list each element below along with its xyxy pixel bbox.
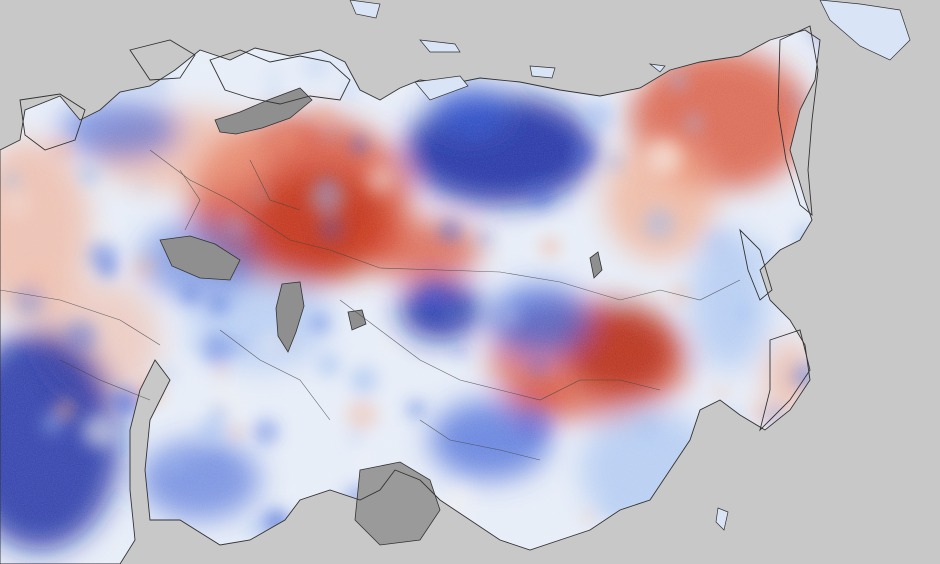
inland-water bbox=[159, 87, 603, 546]
alaska-edge bbox=[819, 0, 911, 61]
novaya-zemlya bbox=[414, 75, 469, 101]
british-isles bbox=[19, 93, 86, 151]
new-siberian-islands bbox=[648, 63, 666, 73]
kamchatka-coast bbox=[777, 25, 819, 217]
svalbard bbox=[349, 0, 381, 19]
caspian-sea bbox=[275, 281, 305, 353]
iceland-coast bbox=[129, 39, 196, 81]
lake-baikal bbox=[589, 251, 603, 279]
sakhalin-coast bbox=[739, 228, 773, 301]
country-borders bbox=[0, 149, 741, 461]
scandinavia-coast bbox=[209, 49, 351, 105]
taiwan bbox=[715, 507, 729, 531]
aral-sea bbox=[347, 309, 367, 331]
himalaya-no-data bbox=[354, 461, 441, 546]
japan-coast bbox=[759, 329, 811, 432]
severnaya-zemlya bbox=[529, 65, 556, 79]
franz-josef-land bbox=[419, 39, 461, 53]
black-sea bbox=[159, 235, 241, 281]
coastlines bbox=[0, 25, 821, 564]
baltic-sea bbox=[214, 87, 313, 135]
islands bbox=[349, 0, 911, 531]
